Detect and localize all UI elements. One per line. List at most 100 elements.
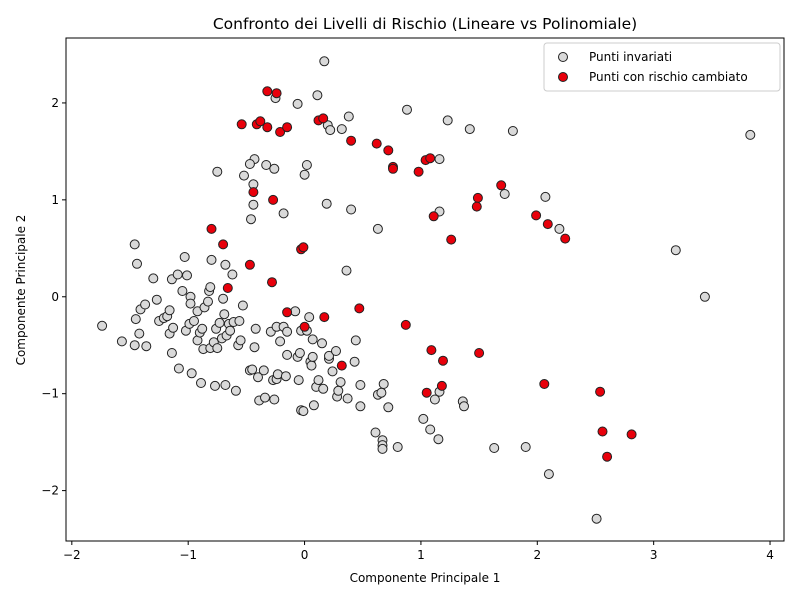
point-unchanged (249, 342, 260, 353)
point-changed (438, 355, 448, 366)
point-unchanged (141, 341, 152, 352)
point-changed (496, 180, 507, 191)
point-changed (471, 201, 482, 212)
point-unchanged (177, 286, 188, 296)
point-unchanged (301, 160, 312, 170)
x-axis-label: Componente Principale 1 (350, 571, 501, 585)
point-unchanged (172, 269, 183, 280)
point-unchanged (234, 316, 245, 326)
point-unchanged (294, 348, 305, 358)
point-unchanged (307, 334, 318, 345)
point-unchanged (214, 317, 225, 328)
point-unchanged (244, 159, 255, 169)
point-unchanged (261, 160, 272, 170)
point-unchanged (377, 443, 388, 454)
point-unchanged (342, 393, 353, 404)
point-changed (413, 166, 424, 177)
point-changed (268, 194, 279, 205)
point-changed (267, 277, 277, 288)
point-unchanged (355, 380, 366, 390)
point-changed (298, 242, 309, 253)
legend-marker-changed (558, 72, 568, 82)
point-unchanged (402, 104, 412, 115)
point-changed (299, 321, 310, 332)
point-unchanged (186, 368, 197, 379)
point-unchanged (392, 442, 403, 452)
point-unchanged (378, 379, 389, 389)
point-unchanged (507, 126, 518, 136)
point-changed (206, 223, 217, 234)
point-changed (282, 307, 293, 318)
point-unchanged (346, 204, 357, 215)
point-unchanged (173, 363, 184, 374)
point-unchanged (434, 154, 445, 165)
point-unchanged (355, 401, 366, 412)
point-unchanged (196, 378, 206, 388)
y-axis-label: Componente Principale 2 (14, 215, 28, 366)
point-unchanged (182, 270, 192, 281)
point-changed (319, 312, 330, 323)
point-changed (218, 239, 229, 250)
point-changed (436, 380, 447, 391)
point-unchanged (282, 326, 293, 337)
point-unchanged (219, 309, 230, 320)
point-unchanged (499, 189, 510, 199)
point-unchanged (290, 306, 301, 317)
point-changed (262, 122, 273, 133)
point-unchanged (129, 340, 140, 351)
x-tick-label: −2 (63, 548, 81, 562)
point-changed (255, 116, 266, 127)
point-unchanged (459, 401, 469, 412)
point-changed (602, 451, 613, 462)
point-unchanged (272, 369, 283, 380)
point-unchanged (540, 191, 551, 202)
point-changed (626, 429, 637, 440)
point-unchanged (318, 383, 329, 394)
point-unchanged (418, 413, 429, 424)
y-tick-label: −1 (41, 387, 59, 401)
point-unchanged (235, 335, 246, 346)
point-unchanged (220, 380, 231, 390)
point-unchanged (376, 387, 387, 398)
point-changed (318, 113, 329, 124)
point-changed (336, 360, 347, 371)
point-unchanged (591, 513, 602, 524)
point-unchanged (543, 469, 554, 480)
legend-frame (543, 42, 781, 92)
point-unchanged (489, 443, 500, 453)
x-tick-label: 2 (533, 548, 541, 562)
point-unchanged (312, 90, 323, 101)
point-unchanged (429, 394, 440, 405)
x-tick-label: 0 (301, 548, 309, 562)
point-changed (400, 319, 411, 330)
point-unchanged (298, 406, 309, 417)
point-unchanged (97, 320, 108, 331)
point-changed (282, 122, 293, 133)
point-unchanged (269, 394, 280, 405)
point-changed (244, 259, 255, 270)
point-changed (354, 303, 365, 314)
point-unchanged (433, 434, 444, 445)
y-tick-label: 2 (51, 96, 59, 110)
point-unchanged (341, 265, 352, 276)
point-unchanged (370, 427, 381, 438)
point-unchanged (230, 385, 241, 396)
x-tick-label: 4 (766, 548, 774, 562)
point-changed (383, 145, 394, 156)
legend-label-changed: Punti con rischio cambiato (589, 70, 748, 84)
point-unchanged (304, 312, 315, 323)
y-tick-label: 1 (51, 193, 59, 207)
point-unchanged (343, 111, 354, 122)
point-unchanged (132, 258, 142, 269)
point-unchanged (258, 365, 269, 376)
point-unchanged (189, 316, 199, 326)
point-unchanged (349, 356, 360, 367)
point-unchanged (179, 252, 190, 262)
point-changed (275, 127, 286, 137)
point-unchanged (308, 400, 319, 411)
point-changed (421, 387, 432, 398)
point-unchanged (324, 350, 334, 361)
point-unchanged (554, 223, 565, 234)
point-unchanged (336, 124, 347, 135)
point-unchanged (218, 293, 229, 304)
